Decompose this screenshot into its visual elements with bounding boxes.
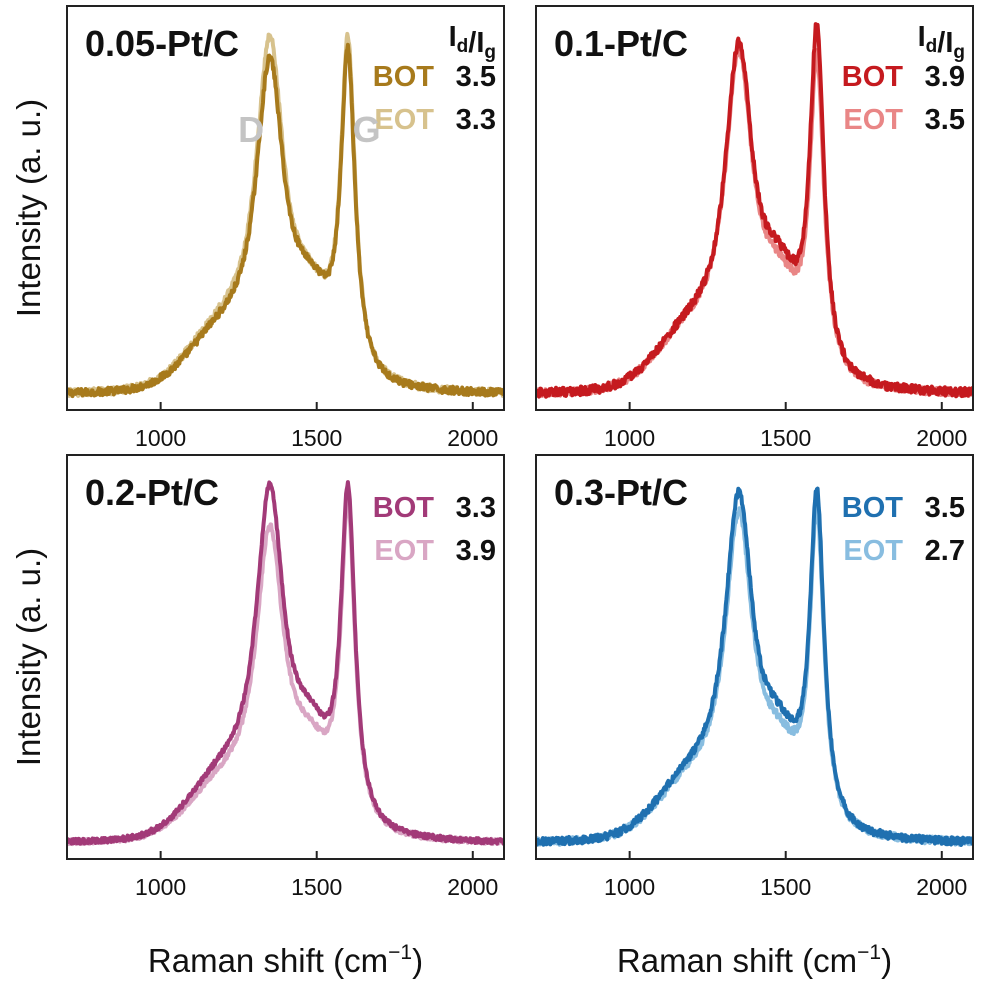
plot-frame — [66, 454, 505, 860]
legend-value-eot: 2.7 — [925, 535, 965, 567]
panel-title: 0.1-Pt/C — [554, 23, 688, 64]
legend-label-eot: EOT — [374, 104, 434, 136]
panel-3: 1000 1500 2000 0.2-Pt/C 3.3 BOT 3.9 EOT — [66, 454, 505, 900]
series-line-bot — [67, 42, 504, 399]
peak-label-g: G — [353, 109, 381, 150]
x-tick-label: 1500 — [291, 425, 342, 451]
legend-label-eot: EOT — [843, 104, 903, 136]
x-tick-label: 1000 — [135, 425, 186, 451]
x-tick-label: 2000 — [447, 874, 498, 900]
y-axis-title: Intensity (a. u.) — [10, 99, 47, 317]
legend-value-eot: 3.9 — [456, 535, 496, 567]
ratio-header-sub_g: g — [953, 42, 965, 63]
plot-frame — [535, 5, 974, 411]
legend-value-eot: 3.5 — [925, 104, 965, 136]
series-line-bot — [67, 480, 504, 846]
panel-title: 0.05-Pt/C — [85, 23, 239, 64]
series-line-eot — [536, 502, 973, 847]
x-tick-label: 1500 — [760, 425, 811, 451]
ratio-header-slash: / — [468, 27, 476, 59]
x-tick-label: 2000 — [916, 874, 967, 900]
x-tick-label: 1000 — [135, 874, 186, 900]
legend-value-bot: 3.9 — [925, 61, 965, 93]
legend-value-eot: 3.3 — [456, 104, 496, 136]
legend-label-bot: BOT — [842, 492, 904, 524]
ratio-header-main: I — [476, 27, 484, 59]
y-axis-title: Intensity (a. u.) — [10, 548, 47, 766]
ratio-header-main: I — [449, 21, 457, 53]
ratio-header-main: I — [945, 27, 953, 59]
x-tick-label: 2000 — [916, 425, 967, 451]
peak-label-d: D — [238, 109, 264, 150]
ratio-header-main: I — [918, 21, 926, 53]
legend-value-bot: 3.3 — [456, 492, 496, 524]
x-axis-title: Raman shift (cm−1) — [148, 941, 423, 979]
ratio-header-slash: / — [937, 27, 945, 59]
panel-title: 0.3-Pt/C — [554, 472, 688, 513]
x-tick-label: 1000 — [604, 874, 655, 900]
series-line-bot — [536, 486, 973, 847]
series-line-bot — [536, 22, 973, 399]
x-tick-label: 1000 — [604, 425, 655, 451]
ratio-header-sub_d: d — [926, 36, 938, 57]
legend-label-eot: EOT — [374, 535, 434, 567]
legend-label-bot: BOT — [842, 61, 904, 93]
x-tick-label: 2000 — [447, 425, 498, 451]
x-tick-label: 1500 — [291, 874, 342, 900]
plot-frame — [66, 5, 505, 411]
legend-label-bot: BOT — [373, 61, 435, 93]
legend-value-bot: 3.5 — [456, 61, 496, 93]
legend-value-bot: 3.5 — [925, 492, 965, 524]
series-line-eot — [67, 31, 504, 398]
ratio-header-sub_g: g — [484, 42, 496, 63]
ratio-header: Id/Ig — [918, 21, 965, 63]
legend-label-bot: BOT — [373, 492, 435, 524]
ratio-header-sub_d: d — [457, 36, 469, 57]
panel-title: 0.2-Pt/C — [85, 472, 219, 513]
x-tick-label: 1500 — [760, 874, 811, 900]
series-line-eot — [67, 498, 504, 847]
legend-label-eot: EOT — [843, 535, 903, 567]
x-axis-title: Raman shift (cm−1) — [617, 941, 892, 979]
ratio-header: Id/Ig — [449, 21, 496, 63]
plot-frame — [535, 454, 974, 860]
panel-4: 1000 1500 2000 0.3-Pt/C 3.5 BOT 2.7 EOT — [535, 454, 974, 900]
series-line-eot — [536, 47, 973, 399]
